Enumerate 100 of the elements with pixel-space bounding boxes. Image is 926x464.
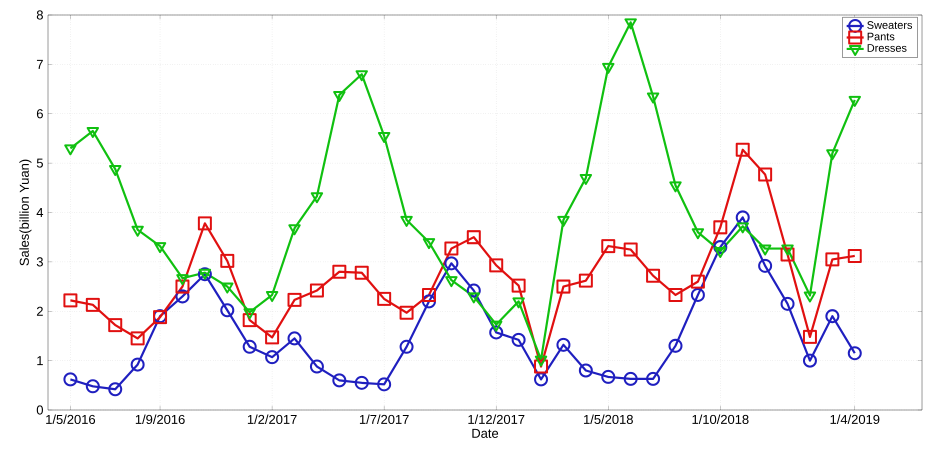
point <box>534 360 548 374</box>
point <box>422 288 436 302</box>
point <box>646 268 660 283</box>
point <box>466 284 481 298</box>
point <box>624 372 638 386</box>
point <box>310 192 324 204</box>
point <box>580 174 592 185</box>
point <box>288 331 302 346</box>
point <box>288 224 301 236</box>
x-tick-label: 1/7/2017 <box>360 414 409 424</box>
point <box>354 266 369 280</box>
point <box>602 62 614 74</box>
point <box>512 297 525 308</box>
point <box>400 306 414 320</box>
point <box>512 278 526 293</box>
legend-label: Pants <box>868 32 894 40</box>
x-tick-label: 1/10/2018 <box>692 414 749 424</box>
point <box>802 354 817 368</box>
point <box>422 238 436 250</box>
point <box>400 340 414 354</box>
y-tick-label: 4 <box>36 208 44 217</box>
point <box>668 338 682 353</box>
point <box>332 264 346 279</box>
point <box>848 346 862 360</box>
point <box>63 372 78 386</box>
point <box>378 132 390 143</box>
point <box>713 240 728 254</box>
y-tick-label: 6 <box>36 109 43 118</box>
point <box>176 274 189 286</box>
point <box>400 216 413 227</box>
point <box>265 350 280 364</box>
point <box>692 228 704 240</box>
point <box>445 276 458 288</box>
point <box>736 142 750 157</box>
point <box>758 258 772 273</box>
point <box>848 96 861 107</box>
y-tick-label: 0 <box>36 405 43 415</box>
x-tick-label: 1/5/2016 <box>46 414 96 424</box>
point <box>802 330 817 344</box>
point <box>714 247 727 258</box>
point <box>624 18 637 30</box>
point <box>310 284 324 298</box>
point <box>130 358 145 372</box>
point <box>825 309 840 324</box>
y-tick-label: 3 <box>36 257 43 266</box>
point <box>601 239 616 254</box>
point <box>221 282 234 294</box>
y-tick-label: 7 <box>36 60 43 69</box>
point <box>422 294 436 308</box>
point <box>175 289 190 304</box>
point <box>377 377 392 392</box>
point <box>86 127 100 138</box>
point <box>466 230 481 244</box>
point <box>804 291 816 302</box>
x-tick-label: 1/5/2018 <box>584 414 633 424</box>
point <box>198 216 212 230</box>
point <box>780 296 795 311</box>
point <box>468 292 480 304</box>
point <box>534 372 548 386</box>
point <box>63 293 78 308</box>
point <box>220 254 234 268</box>
point <box>131 226 144 237</box>
legend-label: Sweaters <box>867 21 912 29</box>
x-tick-label: 1/2/2017 <box>248 414 297 424</box>
point <box>826 149 839 160</box>
point <box>758 244 772 256</box>
point <box>669 181 682 192</box>
point <box>444 256 458 270</box>
point <box>557 216 570 227</box>
point <box>108 318 122 332</box>
point <box>266 290 278 302</box>
point <box>242 340 257 354</box>
x-tick-label: 1/12/2017 <box>468 414 524 424</box>
y-axis-title: Sales(billion Yuan) <box>19 160 32 266</box>
point <box>490 320 502 332</box>
point <box>288 292 302 307</box>
point <box>220 303 234 318</box>
point <box>109 165 122 176</box>
y-tick-label: 2 <box>36 306 43 316</box>
point <box>690 274 705 289</box>
point <box>512 332 526 347</box>
point <box>668 288 682 302</box>
y-tick-label: 5 <box>36 158 43 168</box>
point <box>377 292 392 306</box>
point <box>646 372 660 386</box>
point <box>332 373 346 388</box>
point <box>175 280 190 294</box>
x-tick-label: 1/9/2016 <box>136 414 185 424</box>
y-tick-label: 1 <box>37 356 43 366</box>
point <box>333 90 346 102</box>
point <box>64 144 77 156</box>
point <box>578 274 593 288</box>
point <box>265 330 280 344</box>
point <box>354 376 369 390</box>
point <box>242 313 257 328</box>
point <box>444 242 458 256</box>
point <box>556 338 570 352</box>
legend-label: Dresses <box>868 44 907 52</box>
point <box>713 220 728 234</box>
point <box>736 210 750 224</box>
